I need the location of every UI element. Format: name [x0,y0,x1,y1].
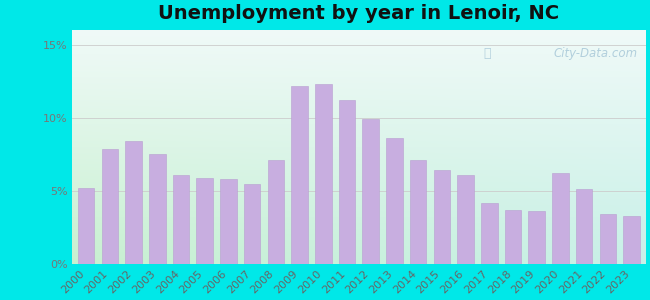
Bar [481,202,498,264]
Bar [339,100,356,264]
Text: Ⓡ: Ⓡ [484,46,491,60]
Title: Unemployment by year in Lenoir, NC: Unemployment by year in Lenoir, NC [159,4,560,23]
Bar [196,178,213,264]
Bar [386,138,403,264]
Bar [410,160,426,264]
Bar [315,84,332,264]
Bar [599,214,616,264]
Bar [552,173,569,264]
Bar [125,141,142,264]
Bar [149,154,166,264]
Bar [291,86,308,264]
Text: City-Data.com: City-Data.com [553,46,637,60]
Bar [78,188,94,264]
Bar [363,119,379,264]
Bar [173,175,189,264]
Bar [505,210,521,264]
Bar [623,216,640,264]
Bar [434,170,450,264]
Bar [244,184,261,264]
Bar [458,175,474,264]
Bar [576,189,593,264]
Bar [220,179,237,264]
Bar [528,211,545,264]
Bar [268,160,284,264]
Bar [101,148,118,264]
